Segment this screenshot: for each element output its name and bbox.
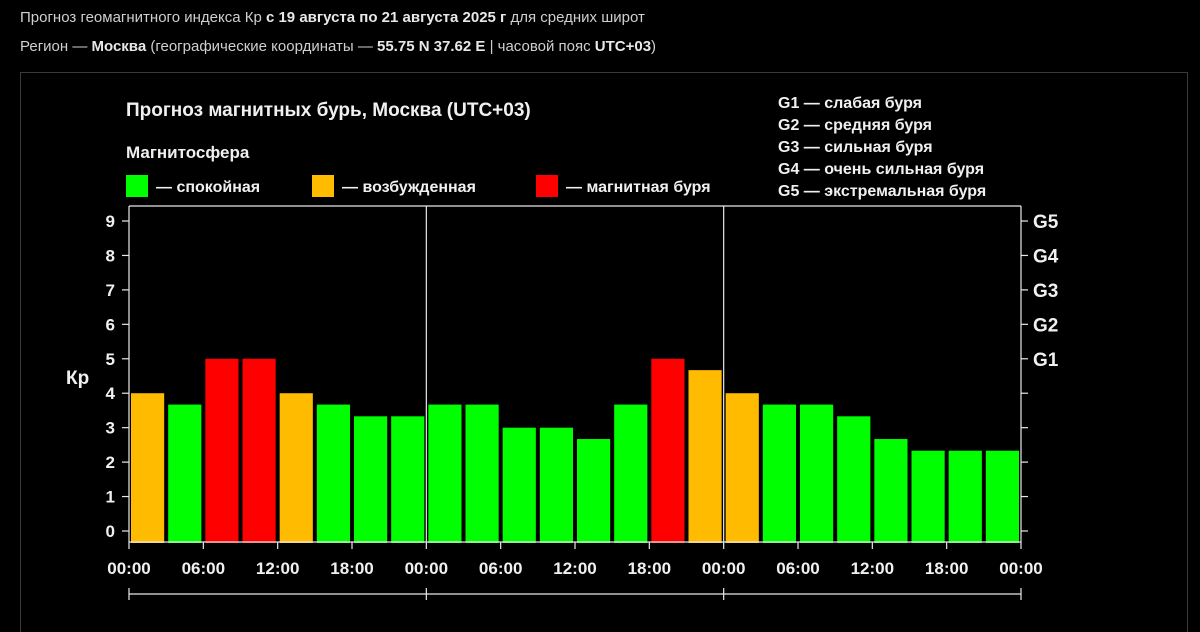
- region-info-line: Регион — Москва (географические координа…: [20, 38, 656, 55]
- legend-label-storm: — магнитная буря: [566, 179, 711, 196]
- legend-swatch-storm: [536, 175, 558, 197]
- right-tick-label-G2: G2: [1033, 315, 1058, 336]
- region-tz-prefix: | часовой пояс: [485, 38, 595, 55]
- kp-bar-13: [577, 439, 611, 543]
- x-tick-label-2: 06:00: [182, 559, 225, 578]
- kp-bar-8: [391, 416, 425, 543]
- region-suffix: ): [651, 38, 657, 55]
- region-city: Москва: [91, 38, 147, 55]
- y-tick-label-8: 8: [106, 246, 115, 265]
- storm-level-g1: G1 — слабая буря: [778, 95, 922, 112]
- x-tick-label-3: 12:00: [256, 559, 299, 578]
- y-tick-label-4: 4: [106, 384, 116, 403]
- legend-swatch-quiet: [126, 175, 148, 197]
- kp-bar-10: [465, 404, 499, 543]
- kp-bar-3: [205, 358, 239, 543]
- header-suffix: для средних широт: [506, 9, 645, 26]
- kp-bar-14: [614, 404, 648, 543]
- x-tick-label-12: 18:00: [925, 559, 968, 578]
- chart-title: Прогноз магнитных бурь, Москва (UTC+03): [126, 100, 531, 121]
- x-tick-label-11: 12:00: [851, 559, 894, 578]
- x-tick-label-8: 18:00: [628, 559, 671, 578]
- kp-bar-1: [131, 393, 165, 543]
- chart-frame: [20, 72, 1188, 632]
- region-coords: 55.75 N 37.62 E: [377, 38, 486, 55]
- x-tick-label-1: 00:00: [107, 559, 150, 578]
- x-tick-label-7: 12:00: [553, 559, 596, 578]
- y-tick-label-2: 2: [106, 453, 115, 472]
- legend-title: Магнитосфера: [126, 143, 250, 162]
- right-tick-label-G5: G5: [1033, 212, 1059, 233]
- kp-bar-18: [762, 404, 796, 543]
- storm-level-g2: G2 — средняя буря: [778, 117, 932, 134]
- kp-bar-7: [354, 416, 388, 543]
- kp-bar-6: [316, 404, 350, 543]
- kp-bar-12: [539, 427, 573, 543]
- x-tick-label-10: 06:00: [776, 559, 819, 578]
- legend-swatch-excited: [312, 175, 334, 197]
- plot-area: 0 1 2 3 4 5 6 7 8 9 G1 G2 G3 G4 G5 00:00 06:00 12:00 18:00…: [106, 205, 1059, 600]
- header-dates: с 19 августа по 21 августа 2025 г: [265, 9, 507, 26]
- x-tick-label-4: 18:00: [330, 559, 373, 578]
- legend-label-quiet: — спокойная: [156, 179, 260, 196]
- y-tick-label-0: 0: [106, 522, 115, 541]
- kp-bar-20: [837, 416, 871, 543]
- kp-bar-15: [651, 358, 685, 543]
- y-tick-label-5: 5: [106, 350, 115, 369]
- y-tick-label-3: 3: [106, 419, 115, 438]
- x-tick-label-9: 00:00: [702, 559, 745, 578]
- y-tick-label-1: 1: [106, 488, 115, 507]
- kp-bar-22: [911, 450, 945, 543]
- kp-bar-16: [688, 370, 722, 543]
- region-prefix: Регион —: [20, 38, 92, 55]
- kp-forecast-chart: Прогноз магнитных бурь, Москва (UTC+03) …: [66, 95, 1059, 600]
- kp-bar-2: [168, 404, 202, 543]
- forecast-header-line: Прогноз геомагнитного индекса Кр с 19 ав…: [20, 9, 645, 26]
- y-tick-label-9: 9: [106, 212, 115, 231]
- x-tick-label-6: 06:00: [479, 559, 522, 578]
- storm-level-g5: G5 — экстремальная буря: [778, 183, 986, 200]
- kp-bar-9: [428, 404, 462, 543]
- legend-label-excited: — возбужденная: [342, 179, 476, 196]
- y-axis-label: Кр: [66, 368, 89, 389]
- kp-bar-21: [874, 439, 908, 543]
- kp-bar-4: [242, 358, 276, 543]
- kp-bar-24: [985, 450, 1019, 543]
- storm-level-g3: G3 — сильная буря: [778, 139, 933, 156]
- storm-level-g4: G4 — очень сильная буря: [778, 161, 984, 178]
- kp-bar-23: [948, 450, 982, 543]
- kp-bar-17: [725, 393, 759, 543]
- region-timezone: UTC+03: [594, 38, 652, 55]
- region-coords-prefix: (географические координаты —: [146, 38, 377, 55]
- kp-bar-5: [279, 393, 313, 543]
- y-tick-label-7: 7: [106, 281, 115, 300]
- kp-bar-19: [800, 404, 834, 543]
- x-tick-label-5: 00:00: [405, 559, 448, 578]
- right-tick-label-G1: G1: [1033, 350, 1059, 371]
- right-tick-label-G4: G4: [1033, 246, 1059, 267]
- header-prefix: Прогноз геомагнитного индекса Кр: [20, 9, 266, 26]
- y-tick-label-6: 6: [106, 315, 115, 334]
- kp-bar-11: [502, 427, 536, 543]
- x-tick-label-13: 00:00: [999, 559, 1042, 578]
- right-tick-label-G3: G3: [1033, 281, 1058, 302]
